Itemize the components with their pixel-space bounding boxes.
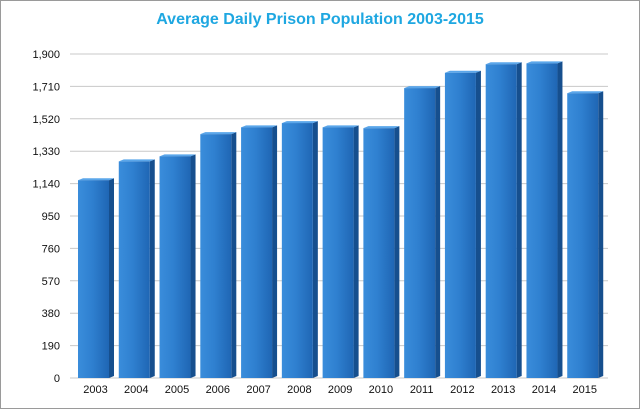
bar-front [444, 72, 476, 378]
bar-front [363, 128, 395, 378]
bar-side [516, 62, 522, 379]
y-tick-label: 380 [42, 308, 60, 320]
bar-top [526, 61, 563, 64]
x-tick-label: 2015 [572, 384, 596, 396]
y-tick-label: 1,900 [32, 49, 60, 61]
bar-top [485, 62, 522, 65]
bar-2008 [281, 121, 318, 378]
bar-front [322, 127, 354, 378]
bar-2015 [567, 91, 604, 378]
bar-side [598, 91, 604, 378]
bar-front [485, 64, 517, 379]
y-tick-label: 190 [42, 341, 60, 353]
bar-front [241, 127, 273, 378]
bar-top [78, 178, 114, 181]
x-axis-ticks: 2003 2004 2005 2006 2007 2008 2009 2010 2011 2012… [83, 384, 597, 396]
x-tick-label: 2006 [206, 384, 230, 396]
y-tick-label: 0 [54, 373, 60, 385]
bar-2013 [485, 62, 522, 379]
bars [78, 61, 604, 379]
x-tick-label: 2009 [328, 384, 352, 396]
bar-front [200, 134, 232, 378]
bar-top [404, 86, 441, 89]
bar-front [567, 93, 599, 378]
x-tick-label: 2014 [532, 384, 556, 396]
bar-top [159, 154, 196, 157]
bar-side [190, 154, 196, 378]
bar-top [567, 91, 604, 94]
bar-top [241, 125, 278, 128]
bar-2014 [526, 61, 563, 379]
bar-2007 [241, 125, 278, 378]
y-tick-label: 950 [42, 211, 60, 223]
bar-front [526, 63, 558, 379]
bar-side [272, 125, 278, 378]
bar-side [353, 125, 359, 378]
y-tick-label: 760 [42, 243, 60, 255]
bar-2004 [118, 159, 155, 378]
bar-front [78, 180, 109, 378]
y-tick-label: 1,330 [32, 146, 60, 158]
x-tick-label: 2011 [410, 384, 434, 396]
bar-top [200, 132, 237, 135]
bar-2003 [78, 178, 114, 378]
bar-2011 [404, 86, 441, 379]
bar-side [435, 86, 441, 379]
bar-side [557, 61, 563, 379]
y-tick-label: 1,520 [32, 114, 60, 126]
y-tick-label: 570 [42, 276, 60, 288]
bar-top [281, 121, 318, 124]
bar-side [394, 126, 400, 378]
bar-top [118, 159, 155, 162]
bar-front [118, 161, 150, 378]
y-axis-ticks: 0 190 380 570 760 950 1,140 1,330 1,520 1,710 1,90… [32, 49, 60, 385]
bar-front [281, 123, 313, 378]
bar-side [149, 159, 155, 378]
bar-2005 [159, 154, 196, 378]
bar-top [322, 125, 359, 128]
x-tick-label: 2010 [369, 384, 393, 396]
bar-side [312, 121, 318, 378]
y-tick-label: 1,710 [32, 81, 60, 93]
bar-side [231, 132, 237, 378]
bar-front [159, 156, 191, 378]
y-tick-label: 1,140 [32, 179, 60, 191]
chart-title: Average Daily Prison Population 2003-201… [156, 11, 484, 28]
bar-side [109, 178, 114, 378]
x-tick-label: 2003 [83, 384, 107, 396]
bar-2006 [200, 132, 237, 378]
x-tick-label: 2007 [246, 384, 270, 396]
bar-2010 [363, 126, 400, 378]
x-tick-label: 2013 [491, 384, 515, 396]
bar-2012 [444, 70, 481, 378]
x-tick-label: 2005 [165, 384, 189, 396]
x-tick-label: 2004 [124, 384, 148, 396]
bar-side [475, 70, 481, 378]
bar-2009 [322, 125, 359, 378]
x-tick-label: 2012 [450, 384, 474, 396]
bar-top [363, 126, 400, 129]
bar-front [404, 88, 436, 379]
bar-top [444, 70, 481, 73]
x-tick-label: 2008 [287, 384, 311, 396]
